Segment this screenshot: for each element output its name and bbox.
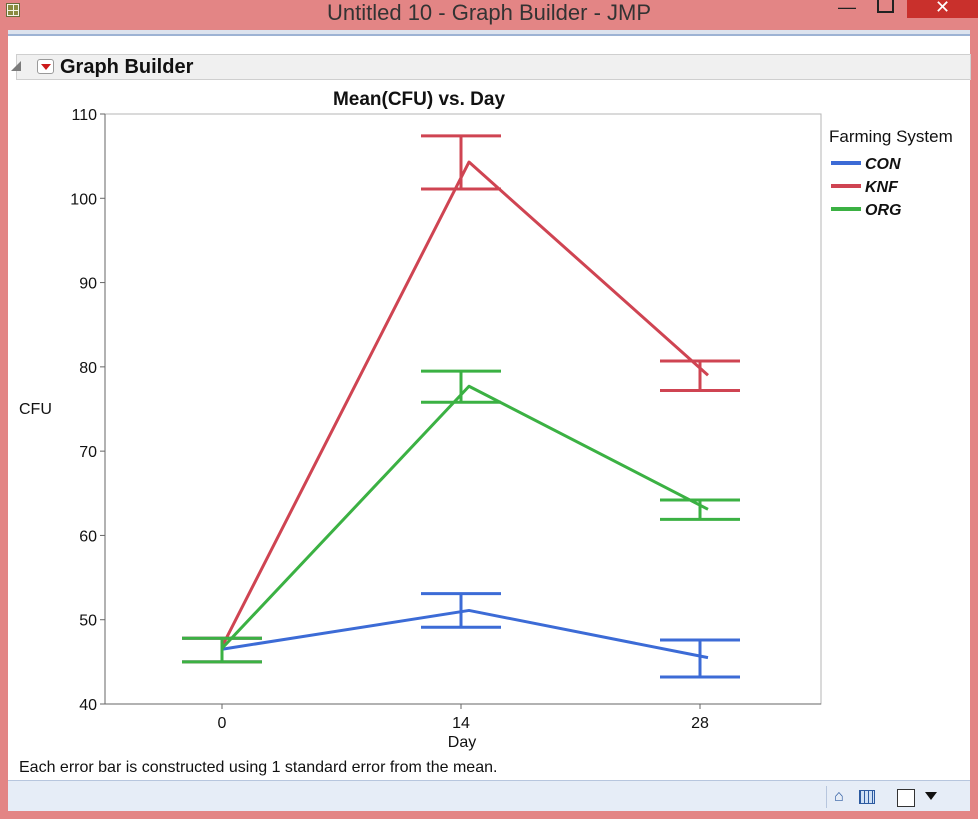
status-separator (826, 786, 827, 808)
outline-title: Graph Builder (60, 56, 194, 78)
disclosure-triangle-icon[interactable] (11, 61, 21, 71)
y-tick-label: 70 (79, 444, 97, 461)
window-title: Untitled 10 - Graph Builder - JMP (326, 0, 652, 25)
series-org (182, 369, 740, 664)
x-tick-label: 28 (691, 715, 709, 732)
graph-builder-outline-header: Graph Builder (11, 54, 971, 80)
y-tick-label: 80 (79, 360, 97, 377)
y-tick-label: 50 (79, 613, 97, 630)
home-icon[interactable]: ⌂ (834, 788, 844, 805)
plot-frame (104, 113, 822, 705)
status-bar: ⌂ (8, 780, 970, 811)
title-bar: Untitled 10 - Graph Builder - JMP — ✕ (0, 0, 978, 30)
legend-label-knf: KNF (865, 179, 899, 196)
x-tick-label: 0 (218, 715, 227, 732)
y-axis-label: CFU (19, 401, 52, 418)
y-tick-label: 100 (70, 191, 97, 208)
footnote: Each error bar is constructed using 1 st… (19, 759, 498, 776)
series-line (221, 608, 709, 660)
dropdown-icon[interactable] (925, 792, 937, 800)
y-tick-label: 60 (79, 528, 97, 545)
y-tick-label: 110 (71, 107, 97, 124)
square-icon[interactable] (897, 789, 915, 807)
chart-title: Mean(CFU) vs. Day (333, 89, 506, 110)
legend-title: Farming System (829, 127, 953, 146)
minimize-button[interactable]: — (838, 0, 856, 17)
series-line (220, 160, 709, 648)
maximize-icon (876, 0, 894, 13)
toolbar-strip (8, 30, 970, 34)
y-tick-label: 90 (79, 276, 97, 293)
toolbar-divider (8, 34, 970, 36)
data-grid-icon[interactable] (859, 790, 875, 804)
x-tick-label: 14 (452, 715, 470, 732)
red-triangle-menu-icon[interactable] (37, 59, 54, 74)
legend[interactable]: Farming System CON KNF ORG (829, 127, 953, 219)
x-axis-label: Day (448, 734, 476, 751)
legend-label-con: CON (865, 156, 901, 173)
y-tick-label: 40 (79, 697, 97, 714)
close-button[interactable]: ✕ (907, 0, 978, 18)
report-window: Graph Builder Mean(CFU) vs. Day 40 50 60 70… (8, 30, 971, 811)
legend-label-org: ORG (865, 202, 901, 219)
jmp-grid-icon[interactable] (6, 3, 20, 17)
series-line (220, 384, 709, 650)
graph-builder-chart: Mean(CFU) vs. Day 40 50 60 70 80 90 100 110 0 14… (19, 89, 953, 751)
maximize-button[interactable] (870, 0, 900, 18)
